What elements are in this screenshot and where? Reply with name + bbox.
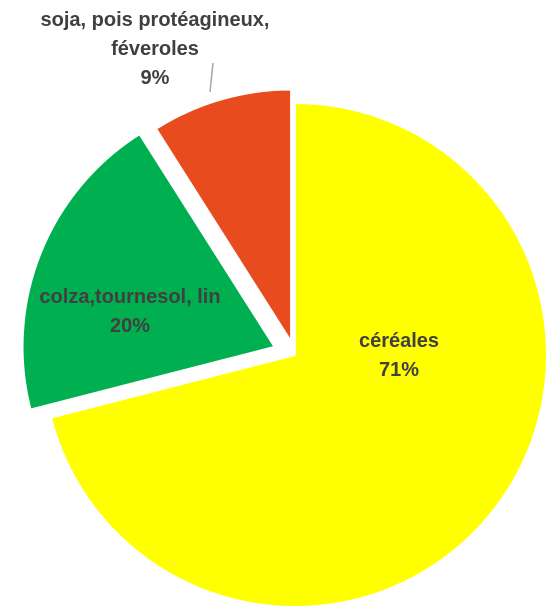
pie-slice — [21, 132, 277, 411]
leader-line — [209, 62, 214, 93]
slice-label: céréales — [358, 330, 440, 352]
pie-slice — [49, 101, 547, 608]
pie-slice — [154, 88, 293, 345]
slice-label: soja, pois protéagineux, féveroles — [40, 9, 270, 60]
slice-value-label: 9% — [140, 67, 170, 89]
slice-value-label: 20% — [109, 315, 151, 337]
slice-value-label: 71% — [378, 359, 420, 381]
slice-label: colza,tournesol, lin — [39, 286, 221, 308]
